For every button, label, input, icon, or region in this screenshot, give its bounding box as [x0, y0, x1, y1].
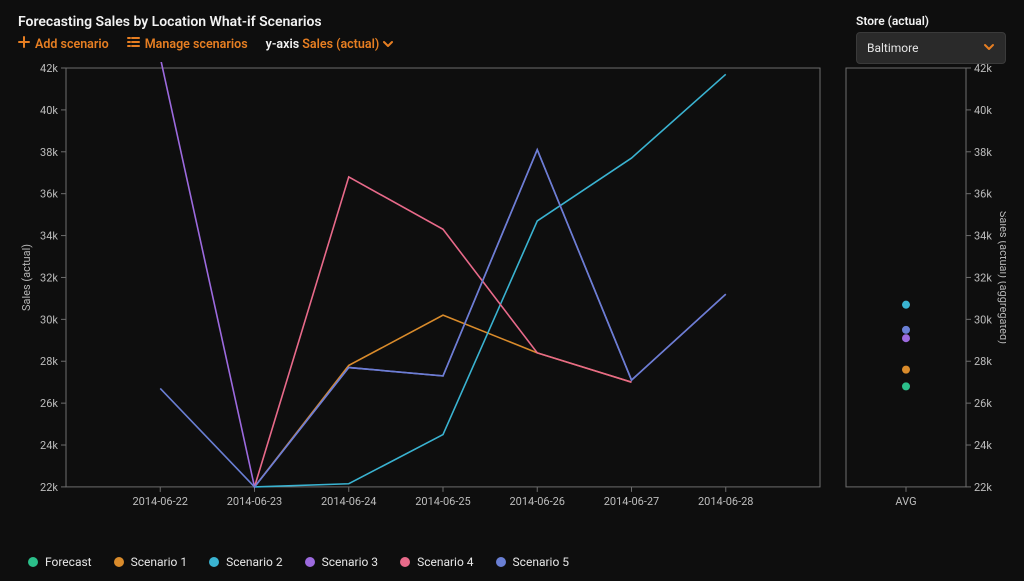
y-tick-label: 38k: [40, 146, 58, 159]
store-select-value: Baltimore: [867, 41, 918, 55]
legend-label: Scenario 4: [417, 555, 473, 569]
right-axis-label: Sales (actual) (aggregated): [997, 211, 1006, 344]
y-tick-label-right: 42k: [974, 62, 992, 75]
y-tick-label-right: 36k: [974, 188, 992, 201]
x-tick-label: 2014-06-24: [321, 495, 376, 508]
legend-swatch: [400, 557, 410, 567]
aggregate-marker: [902, 382, 910, 390]
legend-item[interactable]: Scenario 2: [209, 555, 282, 569]
series-line: [255, 177, 632, 487]
legend: Forecast Scenario 1 Scenario 2 Scenario 3 Sc…: [28, 555, 569, 569]
page-title: Forecasting Sales by Location What-if Sc…: [18, 14, 393, 30]
legend-item[interactable]: Scenario 5: [496, 555, 569, 569]
yaxis-prefix: y-axis: [266, 37, 300, 52]
legend-item[interactable]: Forecast: [28, 555, 92, 569]
y-tick-label: 30k: [40, 313, 58, 326]
x-tick-label: 2014-06-25: [415, 495, 470, 508]
aggregate-plot-box: [846, 68, 966, 487]
legend-label: Scenario 3: [322, 555, 378, 569]
x-tick-label: 2014-06-22: [133, 495, 188, 508]
series-line: [160, 150, 726, 487]
y-tick-label: 26k: [40, 397, 58, 410]
series-line: [255, 74, 726, 487]
legend-label: Scenario 2: [226, 555, 282, 569]
y-tick-label-right: 26k: [974, 397, 992, 410]
legend-swatch: [305, 557, 315, 567]
x-tick-label: 2014-06-23: [227, 495, 282, 508]
yaxis-value: Sales (actual): [302, 37, 379, 52]
y-tick-label-right: 38k: [974, 146, 992, 159]
legend-label: Forecast: [45, 555, 92, 569]
legend-swatch: [496, 557, 506, 567]
y-tick-label-right: 28k: [974, 355, 992, 368]
chevron-down-icon: [983, 41, 995, 55]
chevron-down-icon: [383, 37, 393, 52]
y-tick-label-right: 40k: [974, 104, 992, 117]
plus-icon: [18, 36, 30, 52]
y-tick-label: 40k: [40, 104, 58, 117]
main-plot-box: [66, 68, 820, 487]
legend-item[interactable]: Scenario 1: [114, 555, 187, 569]
y-tick-label: 36k: [40, 188, 58, 201]
manage-scenarios-button[interactable]: Manage scenarios: [127, 36, 248, 52]
y-tick-label-right: 24k: [974, 439, 992, 452]
store-select-label: Store (actual): [856, 14, 1006, 28]
legend-item[interactable]: Scenario 3: [305, 555, 378, 569]
aggregate-marker: [902, 326, 910, 334]
aggregate-marker: [902, 366, 910, 374]
y-tick-label: 32k: [40, 271, 58, 284]
aggregate-marker: [902, 301, 910, 309]
legend-swatch: [114, 557, 124, 567]
y-tick-label: 42k: [40, 62, 58, 75]
store-select[interactable]: Baltimore: [856, 32, 1006, 64]
aggregate-marker: [902, 334, 910, 342]
add-scenario-button[interactable]: Add scenario: [18, 36, 109, 52]
y-tick-label: 34k: [40, 230, 58, 243]
legend-label: Scenario 5: [513, 555, 569, 569]
y-tick-label-right: 34k: [974, 230, 992, 243]
x-tick-label: 2014-06-26: [510, 495, 565, 508]
aggregate-x-label: AVG: [895, 495, 916, 508]
left-axis-label: Sales (actual): [20, 244, 33, 311]
y-tick-label: 28k: [40, 355, 58, 368]
legend-swatch: [209, 557, 219, 567]
add-scenario-label: Add scenario: [35, 37, 109, 52]
y-tick-label-right: 22k: [974, 481, 992, 494]
series-line: [255, 315, 632, 487]
x-tick-label: 2014-06-28: [698, 495, 753, 508]
legend-item[interactable]: Scenario 4: [400, 555, 473, 569]
series-line: [160, 62, 726, 487]
y-tick-label-right: 30k: [974, 313, 992, 326]
list-icon: [127, 36, 140, 52]
chart-area: 22k 22k 24k 24k 26k 26k 28k 28k 30k 30k 32k 32k 34k 3…: [18, 62, 1006, 531]
y-tick-label: 24k: [40, 439, 58, 452]
legend-label: Scenario 1: [131, 555, 187, 569]
manage-scenarios-label: Manage scenarios: [145, 37, 248, 52]
y-tick-label-right: 32k: [974, 271, 992, 284]
legend-swatch: [28, 557, 38, 567]
x-tick-label: 2014-06-27: [604, 495, 659, 508]
yaxis-selector[interactable]: y-axis Sales (actual): [266, 37, 394, 52]
y-tick-label: 22k: [40, 481, 58, 494]
